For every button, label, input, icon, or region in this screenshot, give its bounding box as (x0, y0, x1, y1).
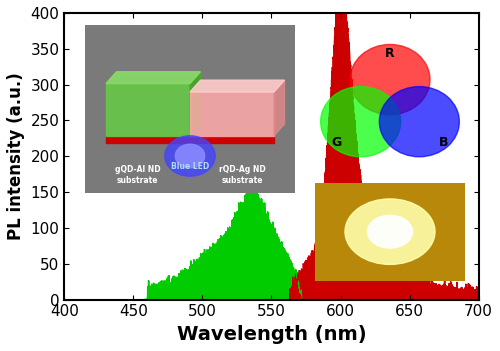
X-axis label: Wavelength (nm): Wavelength (nm) (176, 325, 366, 344)
Text: R: R (385, 47, 395, 60)
Text: G: G (332, 136, 342, 149)
Polygon shape (106, 136, 274, 143)
Circle shape (350, 45, 430, 115)
Circle shape (320, 87, 400, 157)
Polygon shape (274, 80, 284, 136)
Polygon shape (106, 72, 200, 84)
Polygon shape (85, 25, 295, 193)
Polygon shape (190, 80, 284, 92)
Text: Blue LED: Blue LED (171, 162, 209, 171)
Ellipse shape (345, 199, 435, 264)
Ellipse shape (368, 215, 412, 248)
Y-axis label: PL intensity (a.u.): PL intensity (a.u.) (7, 72, 25, 240)
Polygon shape (106, 84, 190, 136)
Circle shape (176, 144, 204, 168)
Circle shape (165, 136, 215, 176)
Polygon shape (190, 92, 274, 136)
Text: rQD-Ag ND
substrate: rQD-Ag ND substrate (219, 165, 266, 185)
Polygon shape (190, 72, 200, 136)
Text: B: B (438, 136, 448, 149)
Text: gQD-Al ND
substrate: gQD-Al ND substrate (114, 165, 160, 185)
Circle shape (380, 87, 460, 157)
